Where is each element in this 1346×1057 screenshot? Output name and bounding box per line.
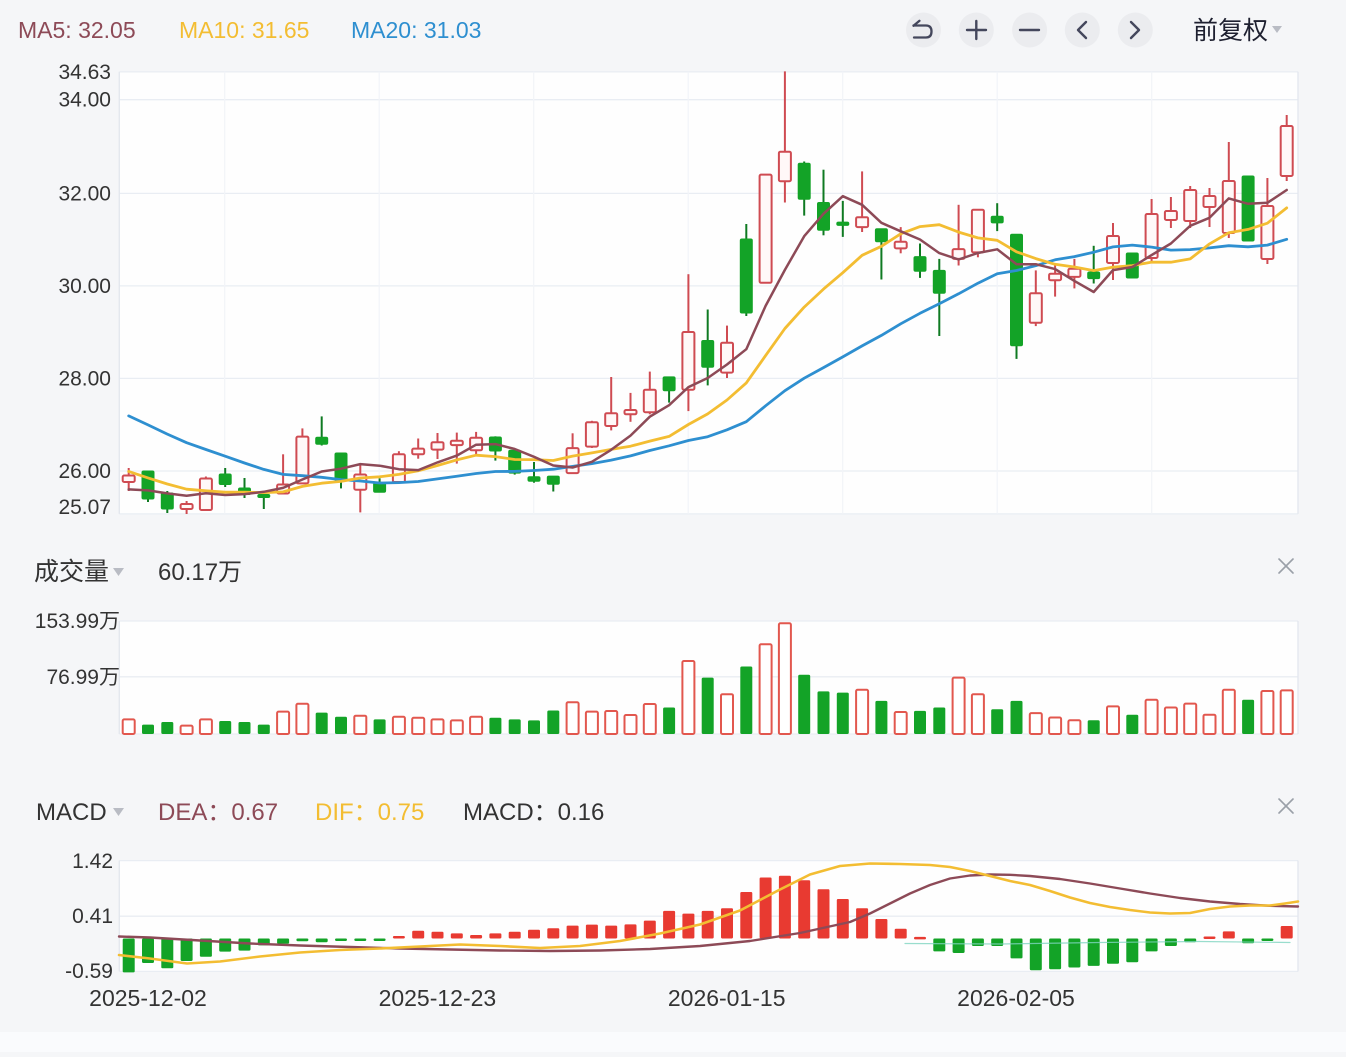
svg-text:0.41: 0.41 [72,905,113,928]
svg-text:MA10: 31.65: MA10: 31.65 [179,17,309,43]
svg-text:MACD：0.16: MACD：0.16 [463,799,604,826]
svg-text:25.07: 25.07 [58,496,111,519]
svg-text:1.42: 1.42 [72,850,113,873]
svg-text:34.00: 34.00 [58,89,111,112]
svg-text:MA20: 31.03: MA20: 31.03 [351,17,481,43]
svg-text:MACD: MACD [36,799,107,826]
svg-text:-0.59: -0.59 [65,960,113,983]
svg-text:60.17万: 60.17万 [158,559,242,586]
svg-text:30.00: 30.00 [58,275,111,298]
svg-text:2025-12-23: 2025-12-23 [379,985,497,1011]
svg-text:34.63: 34.63 [58,61,111,84]
svg-text:2026-02-05: 2026-02-05 [957,985,1075,1011]
svg-text:2026-01-15: 2026-01-15 [668,985,786,1011]
svg-text:26.00: 26.00 [58,460,111,483]
svg-text:28.00: 28.00 [58,367,111,390]
svg-text:76.99万: 76.99万 [46,666,120,689]
svg-text:32.00: 32.00 [58,182,111,205]
svg-text:前复权: 前复权 [1193,17,1268,45]
svg-text:成交量: 成交量 [34,558,109,586]
svg-text:MA5: 32.05: MA5: 32.05 [18,17,136,43]
svg-text:153.99万: 153.99万 [35,610,120,633]
svg-text:DIF：0.75: DIF：0.75 [315,799,424,826]
svg-text:DEA：0.67: DEA：0.67 [158,799,278,826]
svg-text:2025-12-02: 2025-12-02 [89,985,207,1011]
